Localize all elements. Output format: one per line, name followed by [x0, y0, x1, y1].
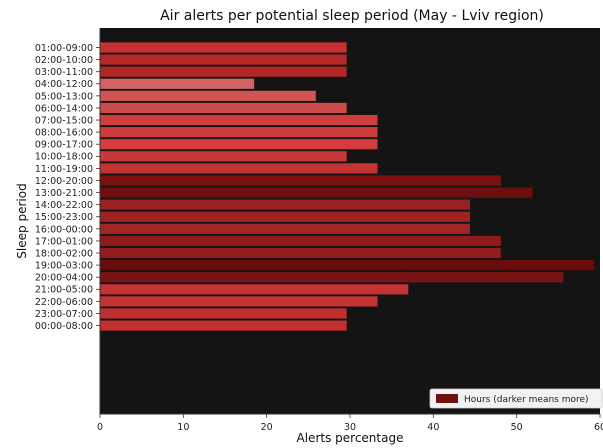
- legend-swatch: [436, 394, 458, 403]
- y-tick-label: 11:00-19:00: [35, 164, 93, 175]
- y-tick-label: 23:00-07:00: [35, 309, 93, 320]
- y-axis-ticks: 01:00-09:0002:00-10:0003:00-11:0004:00-1…: [35, 43, 100, 332]
- bar-00:00-08:00: [100, 320, 347, 331]
- y-tick-label: 10:00-18:00: [35, 152, 93, 163]
- chart-title: Air alerts per potential sleep period (M…: [160, 8, 544, 24]
- bar-01:00-09:00: [100, 42, 347, 53]
- y-tick-label: 18:00-02:00: [35, 248, 93, 259]
- legend-label: Hours (darker means more): [464, 395, 589, 405]
- bar-09:00-17:00: [100, 139, 378, 150]
- bar-23:00-07:00: [100, 308, 347, 319]
- x-tick-label: 10: [177, 422, 189, 433]
- y-axis-title: Sleep period: [15, 183, 29, 258]
- bar-02:00-10:00: [100, 54, 347, 65]
- bar-22:00-06:00: [100, 296, 378, 307]
- y-tick-label: 17:00-01:00: [35, 236, 93, 247]
- x-tick-label: 30: [344, 422, 356, 433]
- y-tick-label: 03:00-11:00: [35, 67, 93, 78]
- y-tick-label: 04:00-12:00: [35, 79, 93, 90]
- bar-12:00-20:00: [100, 175, 501, 186]
- bar-07:00-15:00: [100, 114, 378, 126]
- y-tick-label: 06:00-14:00: [35, 103, 93, 114]
- x-tick-label: 0: [97, 422, 103, 433]
- y-tick-label: 21:00-05:00: [35, 285, 93, 296]
- y-tick-label: 08:00-16:00: [35, 128, 93, 139]
- x-tick-label: 20: [261, 422, 273, 433]
- bar-21:00-05:00: [100, 284, 409, 295]
- legend: Hours (darker means more): [429, 388, 603, 409]
- y-tick-label: 12:00-20:00: [35, 176, 93, 187]
- bar-03:00-11:00: [100, 66, 347, 77]
- bar-18:00-02:00: [100, 247, 501, 259]
- y-tick-label: 07:00-15:00: [35, 115, 93, 126]
- bar-17:00-01:00: [100, 235, 501, 247]
- y-tick-label: 13:00-21:00: [35, 188, 93, 199]
- bar-14:00-22:00: [100, 199, 470, 210]
- bar-15:00-23:00: [100, 211, 470, 222]
- bar-04:00-12:00: [100, 78, 255, 89]
- legend-box: [429, 388, 603, 409]
- y-tick-label: 05:00-13:00: [35, 91, 93, 102]
- bar-05:00-13:00: [100, 90, 316, 101]
- x-tick-label: 40: [427, 422, 439, 433]
- y-tick-label: 14:00-22:00: [35, 200, 93, 211]
- y-tick-label: 16:00-00:00: [35, 224, 93, 235]
- bars-group: [100, 42, 595, 331]
- bar-20:00-04:00: [100, 272, 564, 283]
- bar-11:00-19:00: [100, 163, 378, 174]
- bar-19:00-03:00: [100, 260, 595, 271]
- bar-13:00-21:00: [100, 187, 533, 198]
- y-tick-label: 22:00-06:00: [35, 297, 93, 308]
- y-tick-label: 15:00-23:00: [35, 212, 93, 223]
- x-tick-label: 50: [511, 422, 523, 433]
- x-axis-title: Alerts percentage: [297, 431, 404, 445]
- bar-08:00-16:00: [100, 127, 378, 138]
- x-tick-label: 60: [594, 422, 603, 433]
- y-tick-label: 09:00-17:00: [35, 140, 93, 151]
- x-axis-ticks: 0 10 20 30 40 50 60: [97, 414, 603, 433]
- y-tick-label: 19:00-03:00: [35, 261, 93, 272]
- y-tick-label: 01:00-09:00: [35, 43, 93, 54]
- bar-16:00-00:00: [100, 223, 470, 234]
- y-tick-label: 00:00-08:00: [35, 321, 93, 332]
- y-tick-label: 02:00-10:00: [35, 55, 93, 66]
- bar-06:00-14:00: [100, 102, 347, 114]
- bar-10:00-18:00: [100, 151, 347, 162]
- y-tick-label: 20:00-04:00: [35, 273, 93, 284]
